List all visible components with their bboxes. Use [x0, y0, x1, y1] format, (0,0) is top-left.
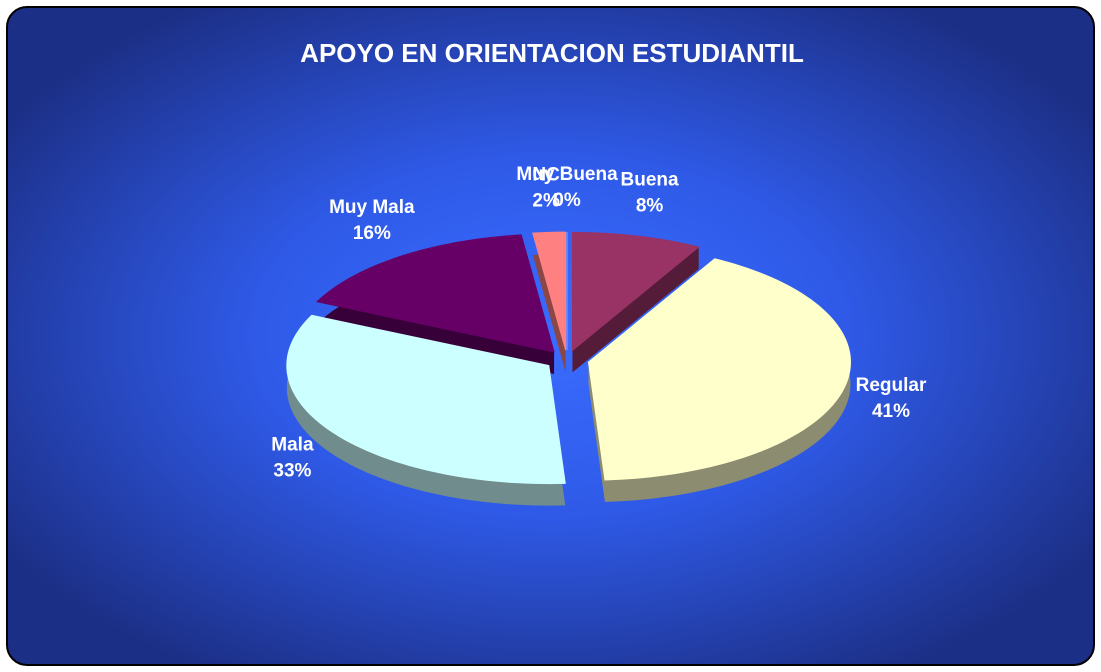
slice-tops [286, 231, 851, 485]
slice-value-label: 8% [636, 195, 664, 216]
slice-label: Buena [621, 169, 680, 190]
slice-label: Regular [856, 375, 927, 396]
slice [532, 231, 567, 351]
slice [571, 231, 700, 352]
slice [286, 314, 566, 485]
chart-background [6, 6, 1095, 666]
slice-value-label: 41% [872, 401, 910, 422]
slice-label: NC [532, 164, 560, 185]
slice-value-label: 33% [273, 460, 311, 481]
chart-title: APOYO EN ORIENTACION ESTUDIANTIL [300, 38, 804, 68]
slice-side [572, 232, 699, 373]
slice-side [532, 232, 566, 373]
slice [315, 234, 555, 353]
slice [587, 258, 851, 481]
slice-label: Muy Mala [329, 197, 415, 218]
slice-value-label: 0% [553, 190, 581, 211]
slice-label: Mala [271, 434, 314, 455]
slice-labels: Muy Buena 0% Buena 8% Regular 41% Mala 33% Muy M… [271, 164, 927, 481]
slice-value-label: 2% [532, 190, 560, 211]
slice-label: Muy Buena [516, 164, 618, 185]
slice-value-label: 16% [353, 223, 391, 244]
